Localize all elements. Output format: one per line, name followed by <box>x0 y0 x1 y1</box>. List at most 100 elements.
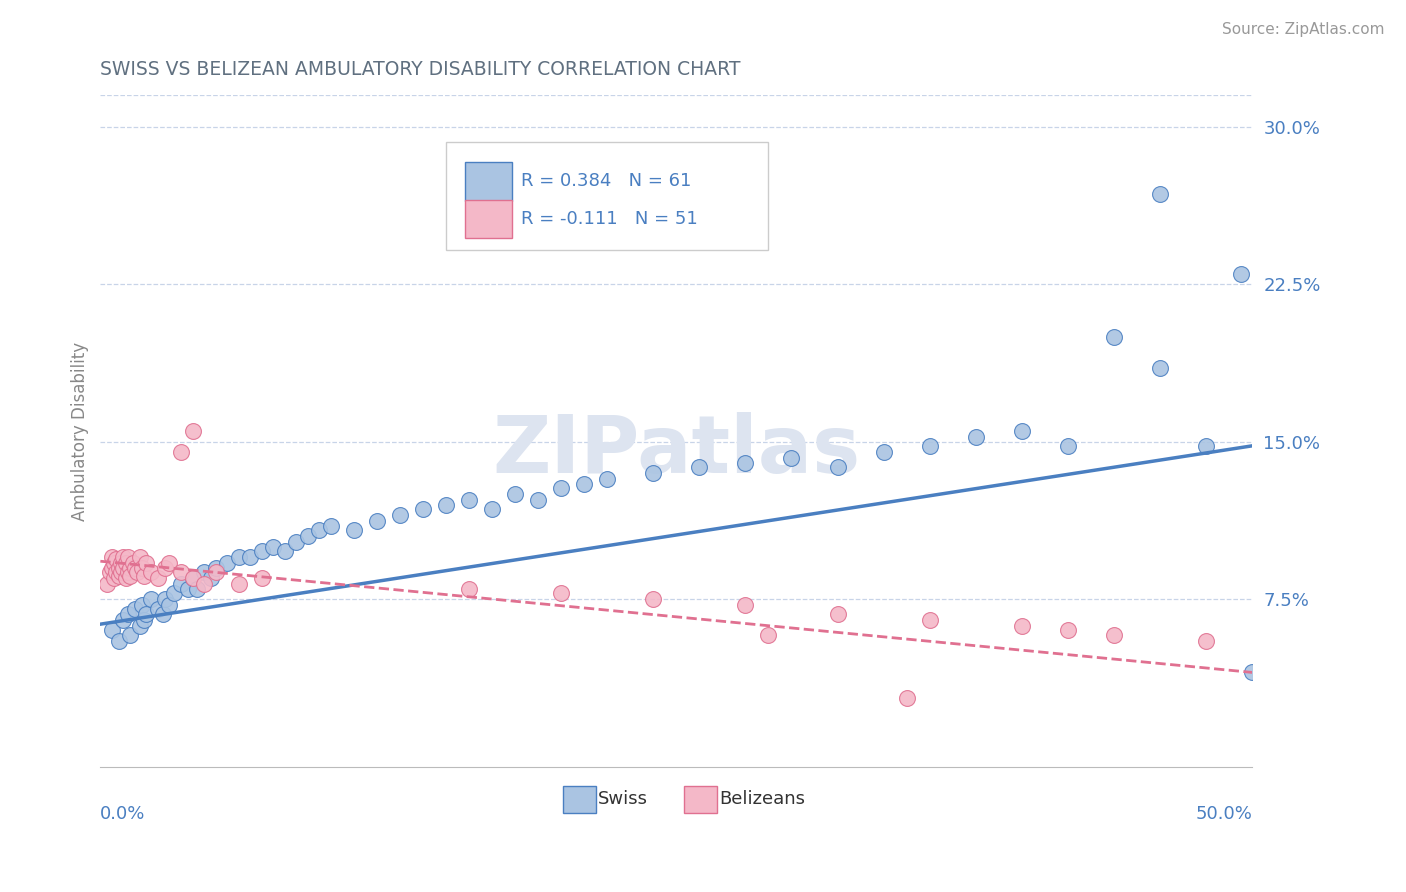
Point <box>131 560 153 574</box>
Point <box>96 577 118 591</box>
Point <box>153 560 176 574</box>
Point <box>262 540 284 554</box>
Point <box>103 571 125 585</box>
Text: R = 0.384   N = 61: R = 0.384 N = 61 <box>520 171 692 190</box>
Point <box>758 628 780 642</box>
Point <box>527 493 550 508</box>
Point <box>285 535 308 549</box>
Point <box>1057 439 1080 453</box>
Point <box>159 599 181 613</box>
Point <box>388 508 411 522</box>
Point <box>250 571 273 585</box>
Point <box>134 613 156 627</box>
Point <box>1149 187 1171 202</box>
Point <box>107 634 129 648</box>
Point <box>139 565 162 579</box>
Point <box>239 549 262 564</box>
Point <box>896 690 918 705</box>
Point <box>131 599 153 613</box>
Point <box>110 557 132 571</box>
Point <box>107 569 129 583</box>
FancyBboxPatch shape <box>465 200 512 238</box>
Point <box>101 624 124 638</box>
Point <box>181 424 204 438</box>
Point <box>596 472 619 486</box>
Point <box>152 607 174 621</box>
Point <box>1241 665 1264 680</box>
Point <box>1229 267 1251 281</box>
Point <box>114 571 136 585</box>
Point <box>120 628 142 642</box>
Point <box>1102 329 1125 343</box>
Point <box>103 557 125 571</box>
Text: R = -0.111   N = 51: R = -0.111 N = 51 <box>520 210 697 228</box>
Point <box>308 523 330 537</box>
Point <box>366 514 388 528</box>
Point <box>135 557 157 571</box>
Text: Source: ZipAtlas.com: Source: ZipAtlas.com <box>1222 22 1385 37</box>
Point <box>643 592 665 607</box>
Point <box>918 439 941 453</box>
Point <box>193 577 215 591</box>
Point <box>550 585 572 599</box>
Point <box>120 569 142 583</box>
Point <box>117 607 139 621</box>
Point <box>101 549 124 564</box>
Point <box>181 571 204 585</box>
Point <box>827 607 849 621</box>
Point <box>297 529 319 543</box>
Point <box>872 445 894 459</box>
Point <box>734 599 756 613</box>
Point <box>112 560 135 574</box>
Point <box>134 569 156 583</box>
Point <box>177 582 200 596</box>
Point <box>146 571 169 585</box>
Point <box>434 498 457 512</box>
Point <box>572 476 595 491</box>
Point <box>215 557 238 571</box>
Point <box>458 582 481 596</box>
Point <box>124 560 146 574</box>
Point <box>114 557 136 571</box>
Point <box>135 607 157 621</box>
Y-axis label: Ambulatory Disability: Ambulatory Disability <box>72 342 89 521</box>
Point <box>200 571 222 585</box>
Point <box>204 560 226 574</box>
Point <box>965 430 987 444</box>
Point <box>1195 439 1218 453</box>
Point <box>117 549 139 564</box>
Point <box>121 557 143 571</box>
Point <box>110 565 132 579</box>
Point <box>643 466 665 480</box>
Point <box>827 459 849 474</box>
Text: SWISS VS BELIZEAN AMBULATORY DISABILITY CORRELATION CHART: SWISS VS BELIZEAN AMBULATORY DISABILITY … <box>100 60 741 78</box>
Point <box>159 557 181 571</box>
Point <box>204 565 226 579</box>
Point <box>458 493 481 508</box>
Point <box>343 523 366 537</box>
Point <box>250 543 273 558</box>
Point <box>1057 624 1080 638</box>
Point <box>163 585 186 599</box>
Point <box>170 577 193 591</box>
Point <box>120 560 142 574</box>
Text: 0.0%: 0.0% <box>100 805 146 822</box>
FancyBboxPatch shape <box>685 787 717 813</box>
Point <box>481 501 503 516</box>
Point <box>412 501 434 516</box>
Point <box>170 445 193 459</box>
Point <box>734 456 756 470</box>
Text: 50.0%: 50.0% <box>1195 805 1253 822</box>
Point <box>128 549 150 564</box>
Text: Belizeans: Belizeans <box>718 790 804 808</box>
Point <box>170 565 193 579</box>
Point <box>503 487 526 501</box>
Point <box>153 592 176 607</box>
Point <box>918 613 941 627</box>
Point <box>107 560 129 574</box>
Point <box>112 549 135 564</box>
Point <box>127 565 149 579</box>
Point <box>112 613 135 627</box>
Point <box>1149 361 1171 376</box>
Point <box>688 459 710 474</box>
